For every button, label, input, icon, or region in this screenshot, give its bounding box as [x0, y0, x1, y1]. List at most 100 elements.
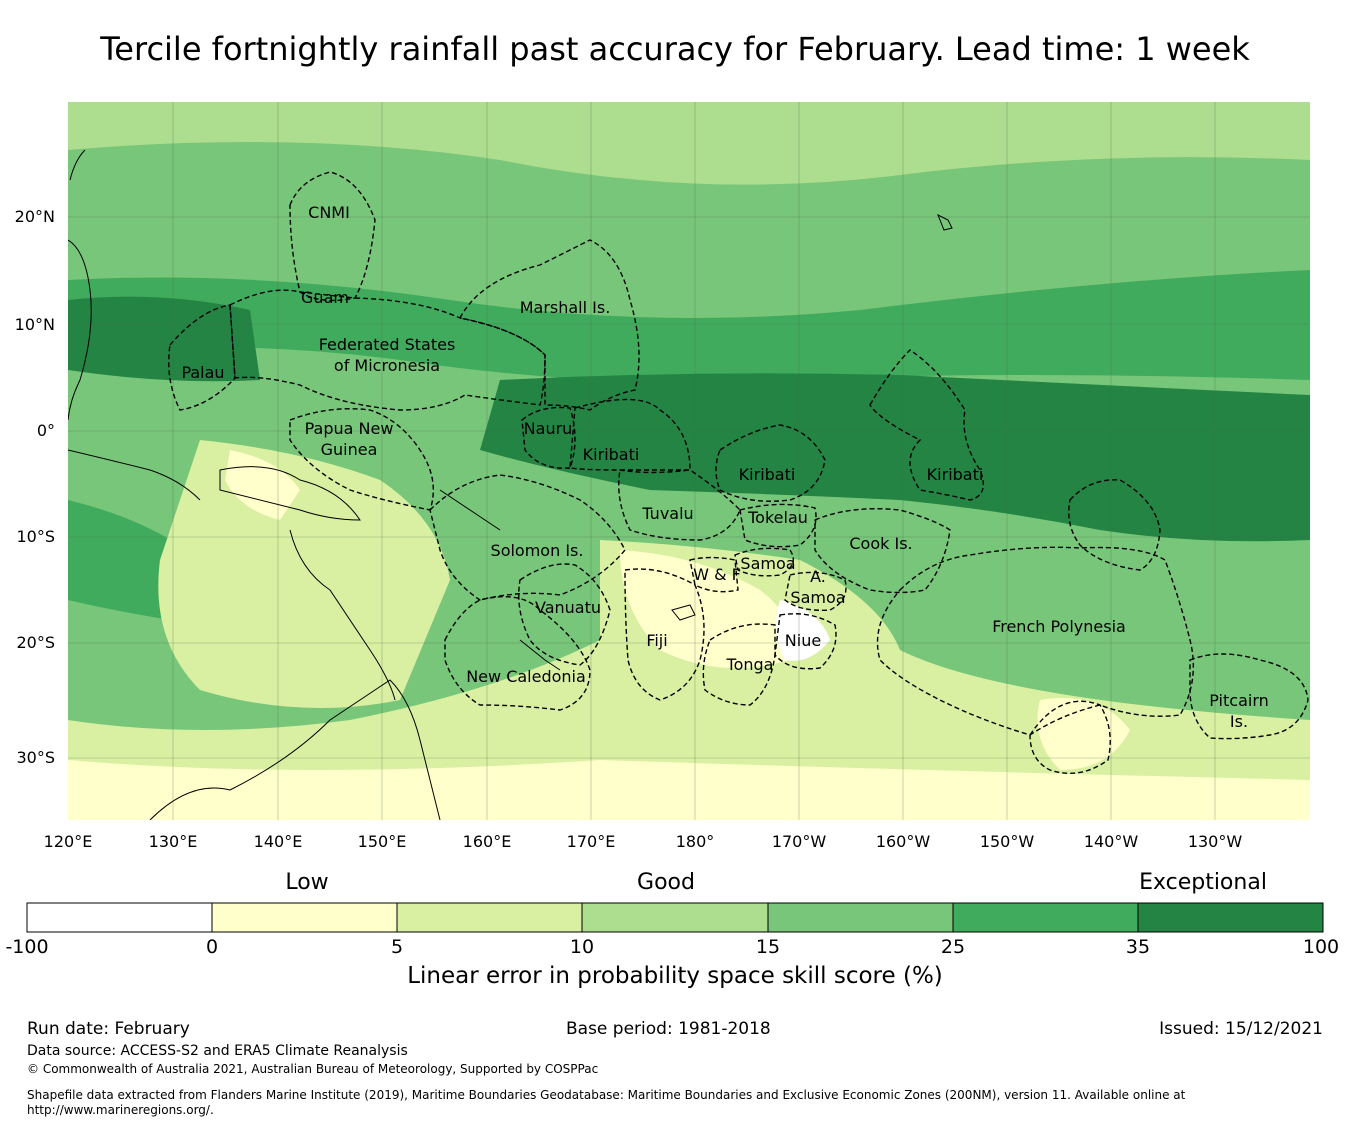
zone-label-palau: Palau [181, 363, 224, 382]
colorbar-swatch [397, 903, 582, 932]
zone-label-kiribati-central: Kiribati [739, 465, 796, 484]
shapefile-credit-line1: Shapefile data extracted from Flanders M… [27, 1088, 1186, 1102]
new-caledonia-boundary [444, 595, 591, 711]
pitcairn-south-boundary [1029, 700, 1111, 774]
map-panel [68, 102, 1310, 820]
colorbar-tick: 25 [941, 936, 965, 958]
zone-label-solomon-islands: Solomon Is. [491, 541, 584, 560]
french-polynesia-boundary [876, 546, 1195, 736]
samoa-boundary [734, 547, 794, 577]
colorbar-swatch [212, 903, 397, 932]
tonga-boundary [702, 623, 776, 706]
png-boundary [289, 408, 435, 511]
lon-label: 180° [676, 832, 715, 851]
zone-label-tokelau: Tokelau [747, 508, 808, 527]
png-low-skill-area [158, 440, 450, 708]
lon-label: 150°E [358, 832, 407, 851]
shapefile-credit-line2: http://www.marineregions.org/. [27, 1103, 214, 1117]
solomon-islands-coastline [439, 489, 501, 531]
legend-category-exceptional: Exceptional [1139, 870, 1267, 895]
colorbar-ticks: -100 0 5 10 15 25 35 100 [5, 936, 1339, 958]
legend-category-low: Low [285, 870, 328, 895]
lon-label: 150°W [980, 832, 1035, 851]
lat-label: 30°S [16, 748, 55, 767]
colorbar [26, 902, 1324, 933]
colorbar-dividers [211, 903, 1139, 932]
australia-coastline [149, 679, 441, 820]
zone-label-marshall-islands: Marshall Is. [520, 298, 611, 317]
zone-label-samoa: Samoa [740, 554, 795, 573]
western-high-skill-area [68, 296, 260, 382]
lat-label: 10°S [16, 527, 55, 546]
colorbar-tick: 15 [756, 936, 780, 958]
french-polynesia-north-boundary [1068, 479, 1161, 571]
map-gridlines [68, 102, 1310, 820]
northern-skill-band [68, 102, 1310, 185]
kiribati-east-boundary [869, 349, 984, 501]
colorbar-swatch [953, 903, 1138, 932]
lon-label: 160°E [463, 832, 512, 851]
colorbar-tick: 35 [1126, 936, 1150, 958]
fiji-tonga-low-skill-area [620, 550, 792, 668]
data-source: Data source: ACCESS-S2 and ERA5 Climate … [27, 1043, 408, 1059]
new-guinea-coastline [219, 466, 361, 521]
zone-label-guam: Guam [301, 288, 349, 307]
base-period: Base period: 1981-2018 [566, 1019, 771, 1039]
lon-label: 140°E [254, 832, 303, 851]
lat-label: 20°S [16, 633, 55, 652]
colorbar-swatch [582, 903, 768, 932]
niue-boundary [774, 613, 837, 670]
zone-label-pitcairn-line2: Is. [1230, 712, 1248, 731]
zone-label-kiribati-east: Kiribati [927, 465, 984, 484]
zone-label-pitcairn-line1: Pitcairn [1209, 691, 1269, 710]
tuvalu-boundary [618, 469, 741, 541]
equatorial-high-skill-band [480, 373, 1310, 542]
lon-label: 130°E [149, 832, 198, 851]
colorbar-tick: 5 [391, 936, 403, 958]
lon-label: 160°W [876, 832, 931, 851]
palau-boundary [168, 304, 236, 411]
colorbar-tick: 10 [570, 936, 594, 958]
lat-label: 10°N [15, 315, 55, 334]
latitude-labels: 20°N 10°N 0° 10°S 20°S 30°S [15, 207, 55, 767]
zone-label-tuvalu: Tuvalu [641, 504, 693, 523]
zone-label-new-caledonia: New Caledonia [466, 667, 586, 686]
fiji-coastline [671, 604, 696, 621]
new-caledonia-coastline [519, 639, 561, 671]
png-lowest-skill-area [225, 450, 300, 520]
indonesia-coastline [68, 449, 201, 501]
zone-labels: CNMI Guam Marshall Is. Federated States … [181, 203, 1268, 731]
colorbar-label: Linear error in probability space skill … [407, 963, 943, 989]
colorbar-frame [26, 902, 1324, 933]
longitude-labels: 120°E 130°E 140°E 150°E 160°E 170°E 180°… [44, 832, 1243, 851]
page-title: Tercile fortnightly rainfall past accura… [100, 30, 1250, 68]
zone-label-kiribati-west: Kiribati [583, 445, 640, 464]
pitcairn-boundary [1189, 653, 1309, 740]
niue-negative-skill-area [776, 600, 830, 661]
lat-label: 20°N [15, 207, 55, 226]
issued-date: Issued: 15/12/2021 [1159, 1019, 1323, 1039]
marshall-islands-boundary [458, 239, 640, 411]
colorbar-swatch [768, 903, 953, 932]
zone-label-wallis-futuna: W & F [693, 565, 741, 584]
colorbar-tick: -100 [5, 936, 48, 958]
coastlines [68, 149, 953, 820]
zone-label-tonga: Tonga [726, 655, 774, 674]
tokelau-boundary [739, 503, 817, 548]
eez-boundaries [168, 171, 1309, 774]
colorbar-tick: 100 [1303, 936, 1339, 958]
zone-label-fiji: Fiji [646, 631, 667, 650]
fsm-boundary [229, 289, 546, 411]
fiji-boundary [624, 568, 705, 701]
lon-label: 170°E [567, 832, 616, 851]
kiribati-central-boundary [715, 424, 826, 502]
far-south-low-skill-band [68, 760, 1310, 820]
colorbar-swatch [27, 903, 212, 932]
copyright-notice: © Commonwealth of Australia 2021, Austra… [27, 1062, 599, 1076]
taiwan-coastline [69, 149, 86, 181]
zone-label-american-samoa-line1: A. [810, 567, 826, 586]
zone-label-png-line2: Guinea [321, 440, 378, 459]
zone-label-french-polynesia: French Polynesia [992, 617, 1126, 636]
lon-label: 130°W [1188, 832, 1243, 851]
